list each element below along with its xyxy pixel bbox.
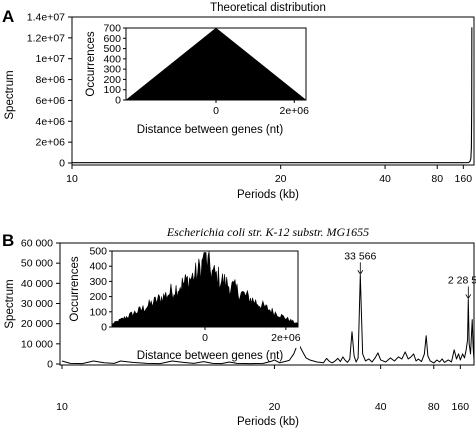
panel-b-y-tick-label: 60 000 [21, 238, 53, 250]
panel-b-y-tick-label: 20 000 [21, 318, 53, 330]
panel-b-x-tick-label: 160 [452, 401, 470, 413]
panel-a-letter: A [2, 7, 14, 26]
panel-a-inset-x-tick-label: 0 [213, 105, 219, 117]
panel-a-x-tick-label: 80 [431, 173, 443, 185]
panel-b-inset-x-ticks: 0 2e+06 [202, 327, 301, 344]
panel-a-x-tick-label: 160 [455, 173, 473, 185]
panel-b-y-tick-label: 10 000 [21, 338, 53, 350]
panel-b-y-tick-label: 30 000 [21, 298, 53, 310]
panel-a-inset-x-ticks: 0 2e+06 [213, 100, 309, 117]
panel-b-y-tick-label: 50 000 [21, 258, 53, 270]
panel-b-peak-arrowhead [357, 270, 364, 276]
panel-a-inset-y-tick-label: 0 [115, 95, 121, 107]
panel-b-peak-label: 33 566 [344, 250, 376, 262]
panel-b-inset: 0 100 200 300 400 500 0 2e+06 Occurrences Dist… [69, 246, 301, 363]
panel-a-inset-y-tick-label: 700 [103, 23, 121, 35]
panel-b-spectrum-line [61, 274, 475, 365]
panel-a-inset-y-tick-label: 100 [103, 84, 121, 96]
panel-b-x-tick-label: 10 [56, 401, 68, 413]
panel-b-x-ticks: 10 20 40 80 160 [56, 365, 469, 413]
panel-a-y-tick-label: 1.2e+07 [27, 32, 65, 44]
panel-b-x-tick-label: 20 [269, 401, 281, 413]
panel-b-title: Escherichia coli str. K-12 substr. MG165… [166, 225, 369, 239]
panel-b-inset-x-tick-label: 2e+06 [271, 332, 301, 344]
panel-b-x-label: Periods (kb) [237, 416, 299, 428]
panel-a-x-ticks: 10 20 40 80 160 [66, 165, 472, 185]
panel-b-peak-annotations: 33 566 2 28 571 [344, 250, 476, 300]
panel-a-x-tick-label: 20 [275, 173, 287, 185]
panel-a-title: Theoretical distribution [210, 2, 326, 14]
panel-b-y-label: Spectrum [4, 279, 16, 328]
panel-a: A Theoretical distribution 0 2e+06 4e+06 6e… [2, 2, 475, 201]
panel-b: B Escherichia coli str. K-12 substr. MG1… [2, 225, 476, 428]
panel-b-peak-label: 2 28 571 [448, 274, 476, 286]
panel-b-y-ticks: 0 10 000 20 000 30 000 40 000 50 000 60 000 [21, 238, 60, 371]
panel-b-inset-x-tick-label: 0 [202, 332, 208, 344]
panel-a-y-tick-label: 1e+07 [36, 53, 66, 65]
panel-a-inset-y-label: Occurrences [85, 31, 97, 96]
panel-a-inset-y-tick-label: 500 [103, 43, 121, 55]
panel-b-x-tick-label: 80 [428, 401, 440, 413]
panel-a-y-tick-label: 2e+06 [36, 137, 66, 149]
panel-b-inset-y-ticks: 0 100 200 300 400 500 [89, 246, 112, 334]
panel-a-inset-y-tick-label: 300 [103, 64, 121, 76]
panel-a-inset-y-tick-label: 400 [103, 53, 121, 65]
panel-b-y-tick-label: 0 [47, 359, 53, 371]
panel-a-x-label: Periods (kb) [237, 189, 299, 201]
panel-b-inset-y-label: Occurrences [69, 256, 81, 321]
panel-a-inset-y-tick-label: 600 [103, 33, 121, 45]
panel-a-y-ticks: 0 2e+06 4e+06 6e+06 8e+06 1e+07 1.2e+07 1.4e+07 [27, 12, 72, 170]
panel-a-y-label: Spectrum [4, 70, 16, 119]
panel-b-inset-x-label: Distance between genes (nt) [137, 350, 284, 362]
panel-b-letter: B [2, 231, 14, 250]
panel-b-inset-distribution [111, 251, 299, 328]
panel-b-inset-y-tick-label: 400 [89, 261, 107, 273]
panel-a-spectrum-line [72, 27, 473, 164]
panel-b-y-tick-label: 40 000 [21, 278, 53, 290]
panel-a-inset-x-label: Distance between genes (nt) [137, 124, 284, 136]
panel-b-x-tick-label: 40 [375, 401, 387, 413]
panel-b-inset-y-tick-label: 500 [89, 246, 107, 258]
panel-a-y-tick-label: 1.4e+07 [27, 12, 65, 24]
panel-b-inset-y-tick-label: 300 [89, 276, 107, 288]
panel-b-inset-y-tick-label: 200 [89, 291, 107, 303]
panel-a-x-tick-label: 40 [379, 173, 391, 185]
panel-b-peak-arrowhead [465, 294, 472, 300]
panel-a-y-tick-label: 4e+06 [36, 116, 66, 128]
panel-b-inset-y-tick-label: 0 [101, 322, 107, 334]
panel-b-inset-y-tick-label: 100 [89, 306, 107, 318]
panel-a-plot-frame [71, 16, 475, 166]
panel-a-inset-y-tick-label: 200 [103, 74, 121, 86]
panel-a-x-tick-label: 10 [66, 173, 78, 185]
panel-a-y-tick-label: 0 [59, 158, 65, 170]
panel-a-inset-x-tick-label: 2e+06 [280, 105, 310, 117]
panel-a-y-tick-label: 6e+06 [36, 95, 66, 107]
panel-a-y-tick-label: 8e+06 [36, 74, 66, 86]
